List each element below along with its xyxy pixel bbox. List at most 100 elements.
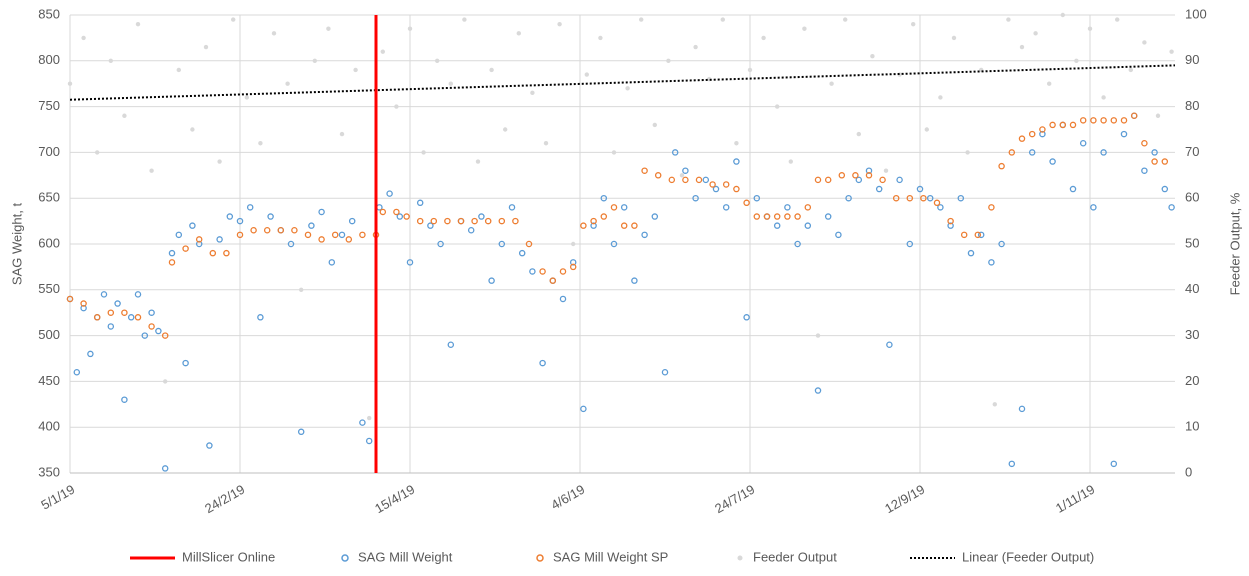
data-point [761,35,766,41]
data-point [406,259,414,266]
y-tick-label: 700 [38,144,60,159]
data-point [856,131,861,137]
y2-tick-label: 40 [1185,281,1199,296]
data-point [430,217,438,225]
data-point [559,295,567,303]
data-point [702,176,710,184]
data-point [892,194,900,202]
data-point [475,159,481,164]
data-point [108,58,114,63]
data-point [693,44,698,50]
x-tick-label: 15/4/19 [372,482,417,517]
data-point [312,58,317,63]
data-point [668,176,676,184]
data-point [1008,460,1016,468]
data-point [257,314,264,321]
data-point [291,227,298,234]
data-point [498,240,506,248]
data-point [814,387,822,394]
series-line [69,64,1176,101]
data-point [1101,95,1106,100]
data-point [148,309,155,316]
data-point [784,204,791,211]
data-point [580,405,587,413]
data-point [1060,12,1066,18]
data-point [590,217,597,225]
data-point [584,72,589,77]
data-point [168,259,176,266]
data-point [353,67,358,73]
data-point [709,181,716,188]
data-point [331,231,339,239]
data-point [920,194,927,202]
data-point [992,402,997,407]
data-point [835,231,842,239]
data-point [1169,49,1174,54]
data-point [870,54,875,59]
data-point [393,208,400,216]
data-point [1142,40,1147,45]
data-point [114,300,121,307]
data-point [489,67,494,73]
data-point [784,213,791,220]
data-point [226,213,234,220]
data-point [163,379,168,384]
data-point [843,17,848,22]
data-point [988,259,995,266]
data-point [695,176,703,184]
y2-tick-label: 20 [1185,373,1199,388]
data-point [217,159,222,164]
data-point [134,291,142,298]
data-point [67,81,73,86]
data-point [947,217,954,225]
data-point [1161,185,1169,193]
data-point [462,17,467,22]
data-point [974,231,982,239]
data-point [733,158,740,165]
data-point [1130,112,1138,120]
data-point [488,277,495,284]
data-point [1161,158,1169,165]
data-point [631,222,638,229]
data-point [679,173,685,178]
data-point [203,44,209,50]
data-point [87,350,94,358]
data-point [250,227,257,234]
data-point [287,240,295,248]
data-point [960,231,968,239]
data-point [1018,405,1026,413]
data-point [127,314,135,321]
data-point [600,194,608,202]
data-point [937,204,944,211]
data-point [951,35,957,41]
data-point [1155,113,1161,118]
data-point [734,141,739,146]
data-point [763,213,771,220]
data-point [1018,135,1026,142]
data-point [134,314,142,321]
data-point [182,359,189,367]
data-point [394,104,399,109]
data-point [631,277,638,284]
data-point [865,172,873,179]
data-point [1006,17,1011,22]
data-point [722,204,730,211]
data-point [176,67,181,73]
y2-tick-label: 10 [1185,419,1199,434]
data-point [926,194,934,202]
data-point [652,122,657,128]
data-point [427,222,434,229]
data-point [1141,167,1148,174]
data-point [543,141,549,146]
data-point [380,49,385,54]
data-point [775,104,780,109]
data-point [733,185,740,193]
data-point [896,176,903,184]
data-point [345,236,353,243]
x-tick-label: 1/11/19 [1053,482,1097,516]
y2-tick-label: 30 [1185,327,1199,342]
data-point [875,185,883,193]
data-point [1033,31,1038,36]
data-point [81,35,86,41]
